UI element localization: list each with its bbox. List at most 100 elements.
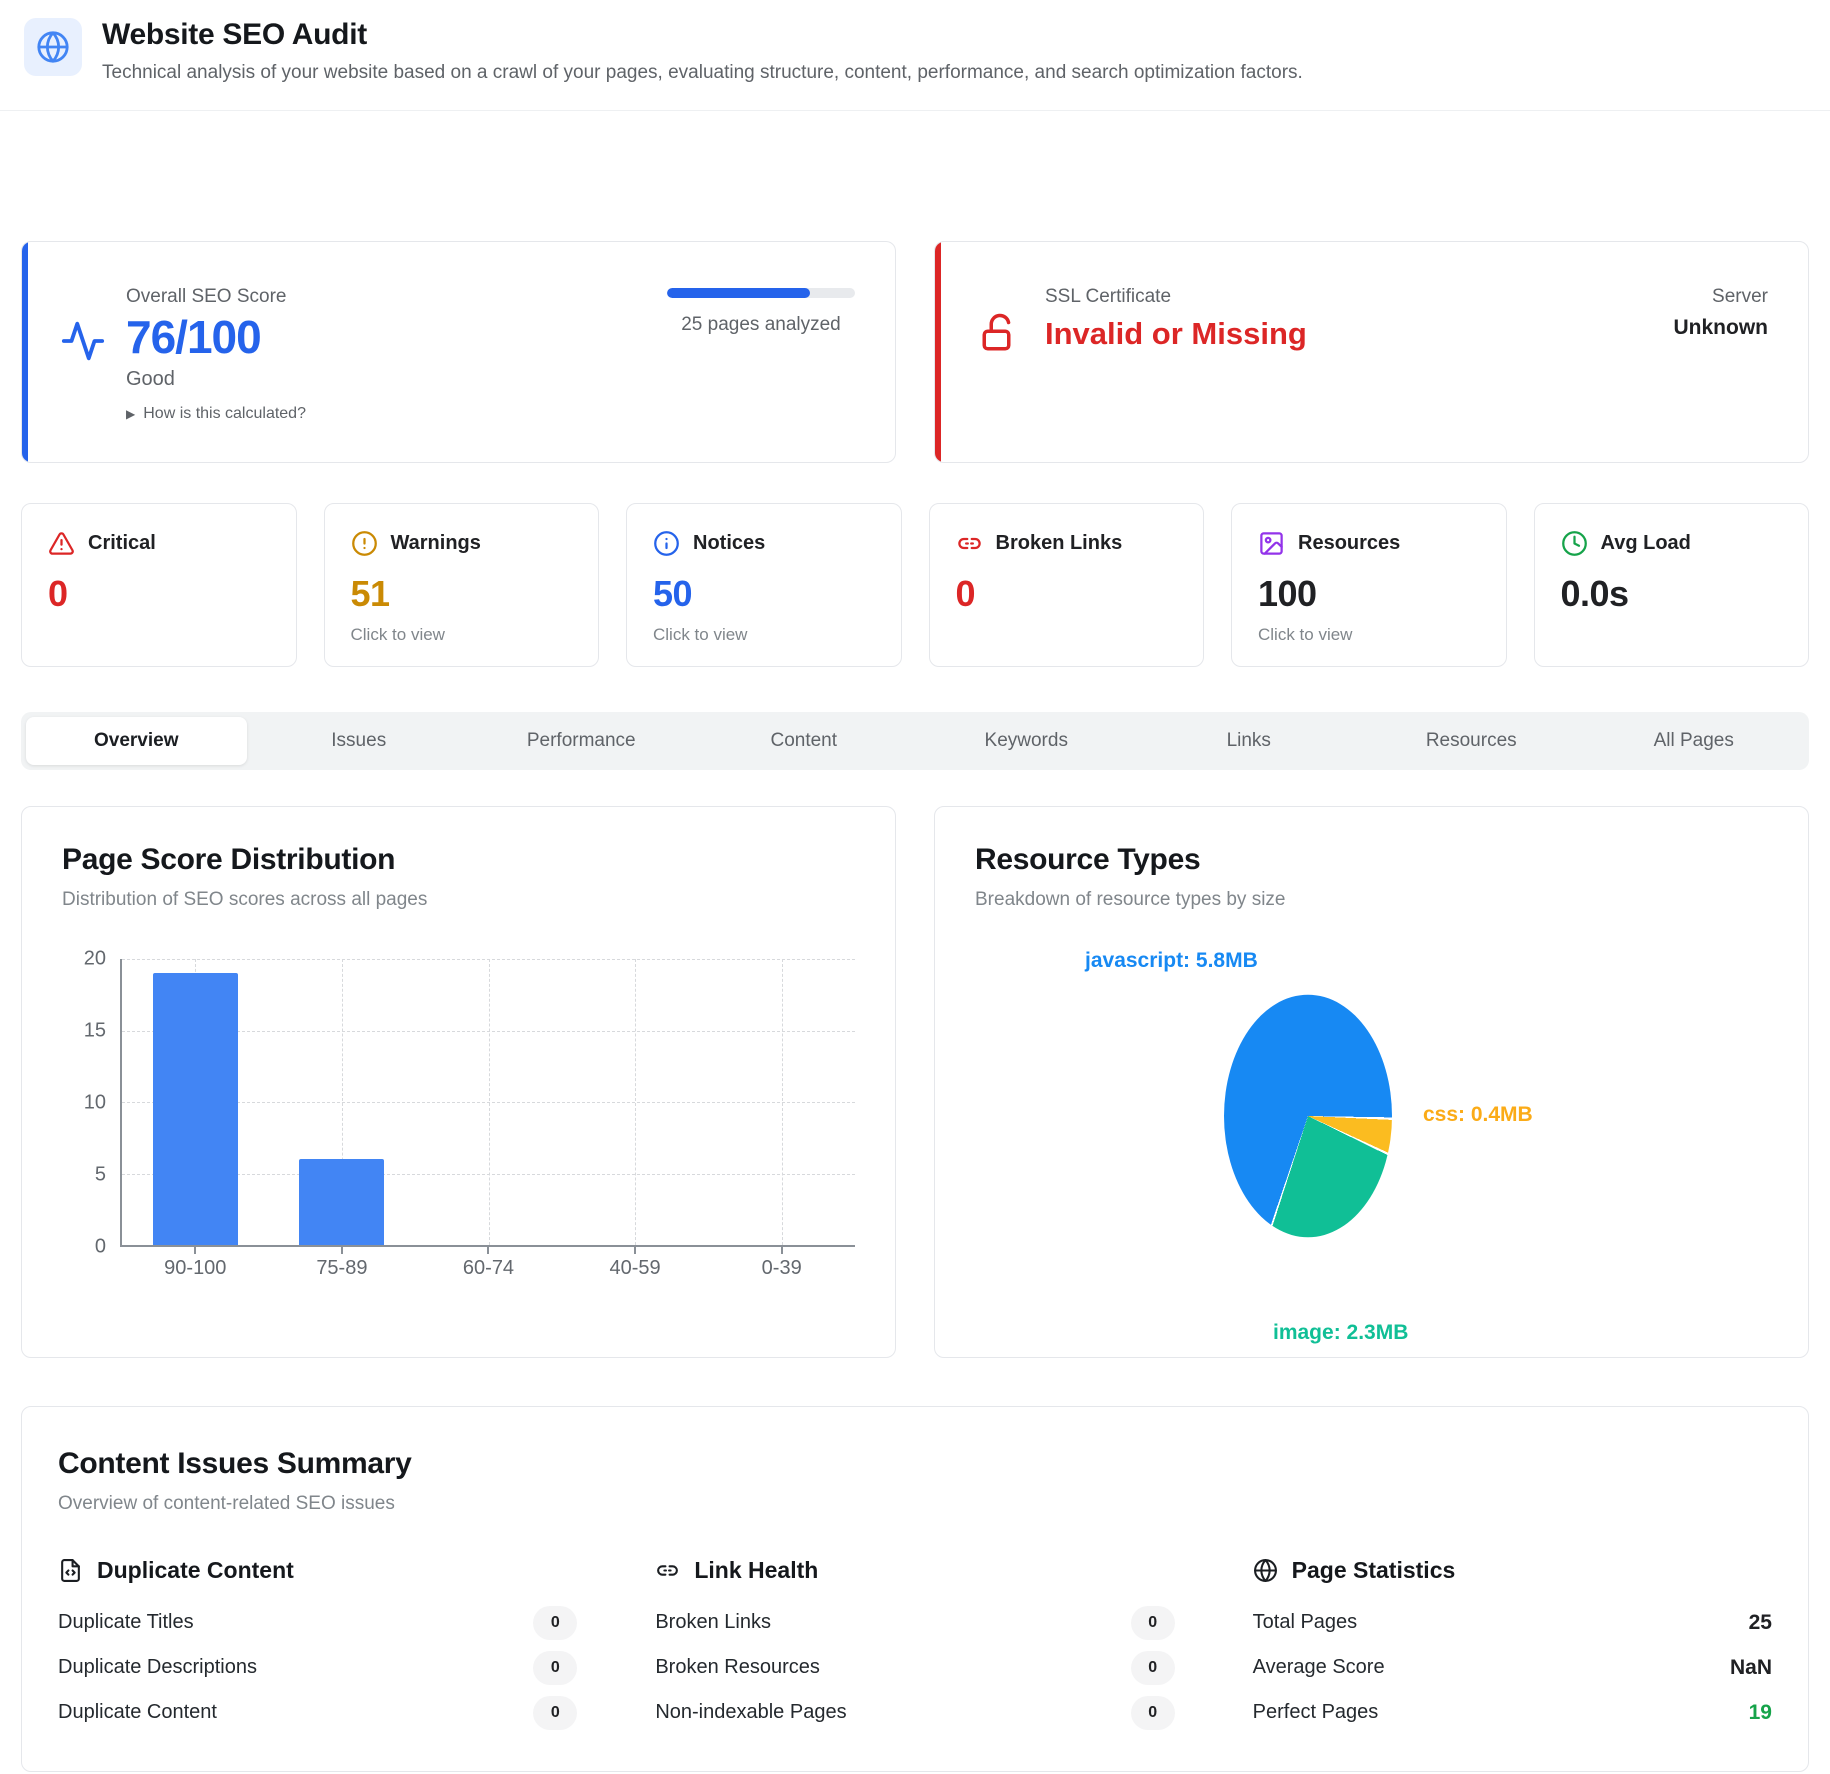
- tab-content[interactable]: Content: [770, 730, 838, 751]
- pie-label-javascript: javascript: 5.8MB: [1085, 949, 1258, 972]
- stat-click-hint: Click to view: [1258, 625, 1353, 644]
- tab-performance[interactable]: Performance: [526, 730, 636, 751]
- gridline: [781, 959, 783, 1245]
- summary-col-link-health: Link Health Broken Links 0 Broken Resour…: [655, 1557, 1175, 1735]
- y-tick: 5: [94, 1163, 106, 1186]
- summary-col-duplicate-content: Duplicate Content Duplicate Titles 0 Dup…: [58, 1557, 578, 1735]
- bar-chart-x-labels: 90-100 75-89 60-74 40-59 0-39: [122, 1247, 855, 1280]
- summary-title: Content Issues Summary: [58, 1447, 412, 1480]
- stat-card-notices[interactable]: Notices 50 Click to view: [626, 503, 902, 667]
- gridline: [488, 959, 490, 1245]
- stat-card-warnings[interactable]: Warnings 51 Click to view: [323, 503, 599, 667]
- bar-column: [708, 959, 855, 1245]
- ssl-accent-bar: [935, 242, 941, 462]
- info-circle-icon: [653, 530, 680, 557]
- stat-value: 100: [1258, 573, 1317, 614]
- stat-card-critical: Critical 0: [21, 503, 297, 667]
- page-score-distribution-card: Page Score Distribution Distribution of …: [21, 806, 896, 1358]
- pages-analyzed-label: 25 pages analyzed: [681, 314, 841, 335]
- x-tick: 40-59: [562, 1247, 709, 1280]
- summary-col-title: Duplicate Content: [97, 1557, 294, 1583]
- count-badge: 0: [1130, 1650, 1175, 1685]
- summary-row: Perfect Pages 19: [1253, 1690, 1772, 1735]
- count-badge: 0: [533, 1650, 578, 1685]
- page-header: Website SEO Audit Technical analysis of …: [0, 0, 1830, 111]
- score-accent-bar: [22, 242, 28, 462]
- how-calculated-label: How is this calculated?: [143, 405, 306, 422]
- image-icon: [1258, 530, 1285, 557]
- summary-col-page-statistics: Page Statistics Total Pages 25 Average S…: [1253, 1557, 1772, 1735]
- pie-graphic: [1224, 994, 1392, 1238]
- bar-chart-y-axis: 20 15 10 5 0: [62, 948, 120, 1258]
- tab-issues[interactable]: Issues: [331, 730, 387, 751]
- bar-75-89: [299, 1159, 385, 1245]
- count-badge: 0: [1130, 1695, 1175, 1730]
- stat-plain-value: 25: [1748, 1610, 1772, 1634]
- top-summary-cards: Overall SEO Score 76/100 Good ▶ How is t…: [21, 241, 1809, 463]
- tab-overview[interactable]: Overview: [26, 717, 247, 765]
- count-badge: 0: [533, 1605, 578, 1640]
- y-tick: 20: [83, 947, 106, 970]
- stat-label: Broken Links: [995, 532, 1123, 554]
- stat-value: 0: [48, 573, 68, 614]
- ssl-certificate-card: SSL Certificate Invalid or Missing Serve…: [934, 241, 1809, 463]
- stat-card-broken-links: Broken Links 0: [928, 503, 1204, 667]
- bar-column: [415, 959, 562, 1245]
- stat-value: 51: [350, 573, 391, 614]
- summary-subtitle: Overview of content-related SEO issues: [58, 1493, 395, 1514]
- stat-value: 0.0s: [1560, 573, 1630, 614]
- summary-row-label: Non-indexable Pages: [655, 1701, 847, 1723]
- tab-keywords[interactable]: Keywords: [984, 730, 1068, 751]
- alert-circle-icon: [351, 530, 378, 557]
- triangle-right-icon: ▶: [126, 407, 136, 421]
- summary-row-label: Broken Resources: [655, 1656, 820, 1678]
- summary-row: Broken Links 0: [655, 1600, 1175, 1645]
- bar-column: [562, 959, 709, 1245]
- stats-row: Critical 0 Warnings 51 Click to view Not…: [21, 503, 1809, 667]
- stat-card-resources[interactable]: Resources 100 Click to view: [1231, 503, 1507, 667]
- summary-row: Duplicate Content 0: [58, 1690, 578, 1735]
- score-label: Overall SEO Score: [126, 286, 287, 307]
- server-label: Server: [1712, 286, 1768, 307]
- pie-label-image: image: 2.3MB: [1273, 1321, 1409, 1344]
- globe-icon: [1253, 1558, 1278, 1583]
- globe-icon: [24, 18, 82, 76]
- stat-click-hint: [956, 625, 1178, 645]
- how-calculated-link[interactable]: ▶ How is this calculated?: [126, 405, 306, 423]
- pie-chart-title: Resource Types: [975, 843, 1201, 876]
- bar-chart-plot: [120, 959, 855, 1247]
- summary-row: Average Score NaN: [1253, 1645, 1772, 1690]
- summary-col-title: Link Health: [694, 1557, 819, 1583]
- score-progress-bar: [667, 288, 855, 298]
- alert-triangle-icon: [48, 530, 75, 557]
- tab-resources[interactable]: Resources: [1425, 730, 1517, 751]
- score-rating: Good: [126, 368, 175, 390]
- y-tick: 15: [83, 1019, 106, 1042]
- score-progress-fill: [667, 288, 810, 298]
- file-code-icon: [58, 1558, 83, 1583]
- resource-types-card: Resource Types Breakdown of resource typ…: [934, 806, 1809, 1358]
- summary-row-label: Average Score: [1252, 1656, 1385, 1678]
- count-badge: 0: [533, 1695, 578, 1730]
- summary-row-label: Duplicate Descriptions: [58, 1656, 257, 1678]
- y-tick: 10: [83, 1091, 106, 1114]
- pie-chart-subtitle: Breakdown of resource types by size: [975, 889, 1286, 910]
- stat-click-hint: [48, 625, 270, 645]
- overall-seo-score-card: Overall SEO Score 76/100 Good ▶ How is t…: [21, 241, 896, 463]
- stat-value: 50: [653, 573, 693, 614]
- summary-row-label: Perfect Pages: [1252, 1701, 1379, 1723]
- tab-links[interactable]: Links: [1226, 730, 1271, 751]
- bar-chart-title: Page Score Distribution: [62, 843, 396, 876]
- stat-label: Avg Load: [1600, 532, 1691, 554]
- broken-link-icon: [655, 1558, 680, 1583]
- pie-chart: javascript: 5.8MB css: 0.4MB image: 2.3M…: [975, 921, 1768, 1351]
- stat-card-avg-load: Avg Load 0.0s: [1533, 503, 1809, 667]
- summary-row: Duplicate Titles 0: [58, 1600, 578, 1645]
- page-subtitle: Technical analysis of your website based…: [102, 62, 1303, 83]
- server-value: Unknown: [1673, 316, 1769, 339]
- tab-all-pages[interactable]: All Pages: [1653, 730, 1734, 751]
- x-tick: 90-100: [122, 1247, 269, 1280]
- bar-column: [269, 959, 416, 1245]
- clock-icon: [1561, 530, 1588, 557]
- stat-value: 0: [955, 573, 976, 614]
